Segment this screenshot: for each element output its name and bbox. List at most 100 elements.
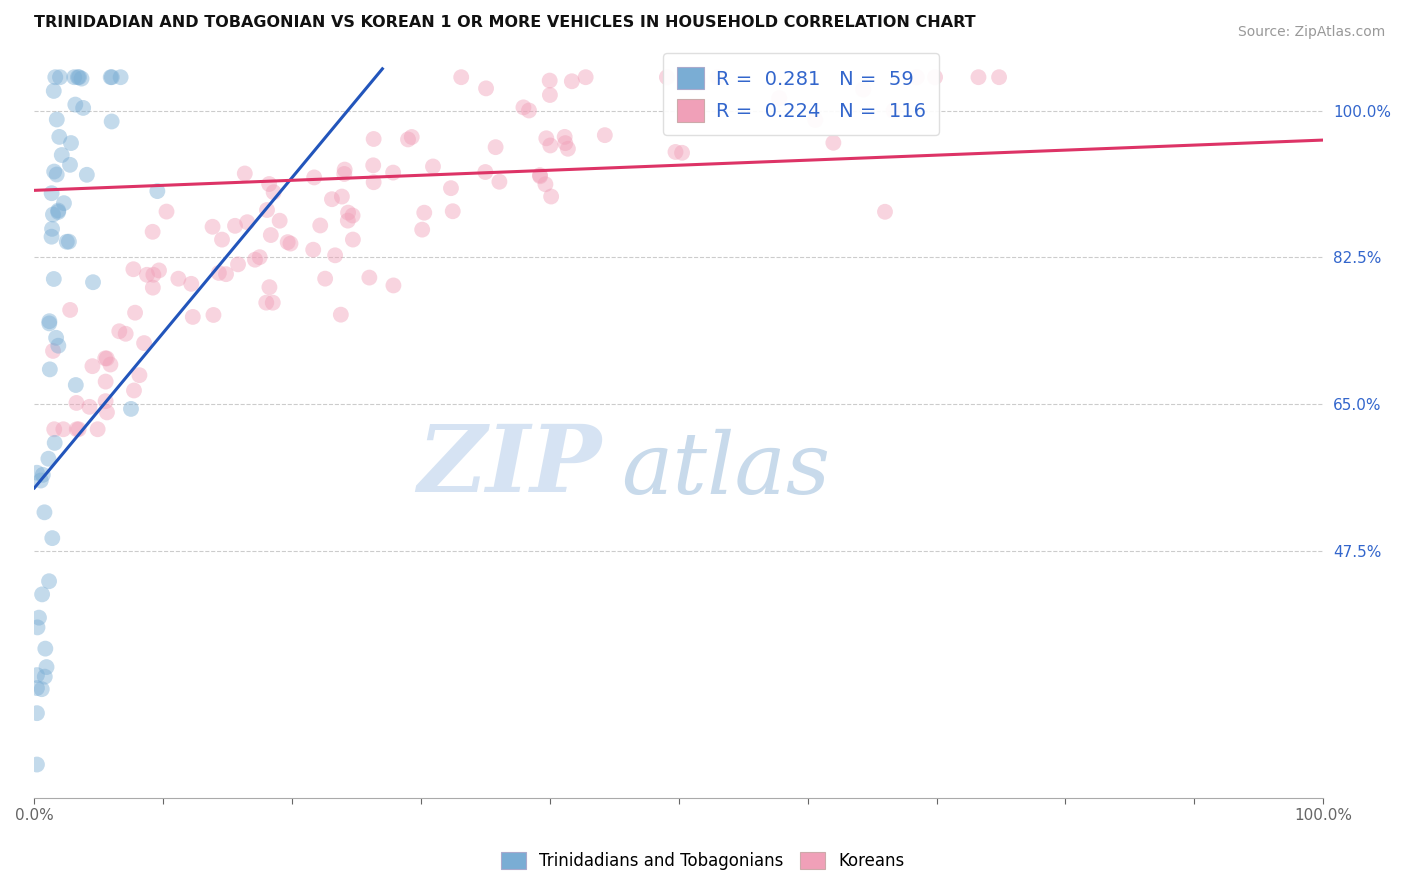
Point (45, 112, 67, 127)
Point (142, 268, 165, 282)
Point (42, 343, 65, 358)
Point (314, 271, 336, 285)
Point (529, 168, 551, 182)
Point (31, 467, 53, 482)
Point (45, 168, 67, 182)
Point (593, 128, 616, 143)
Point (259, 280, 281, 294)
Point (101, 70, 124, 85)
Point (59, 302, 82, 317)
Point (441, 204, 464, 219)
Point (263, 185, 285, 199)
Point (329, 308, 352, 322)
Point (538, 73, 561, 87)
Point (25, 706, 48, 721)
Point (122, 262, 145, 277)
Point (181, 310, 204, 324)
Point (100, 358, 122, 372)
Point (342, 233, 364, 247)
Point (529, 169, 551, 184)
Point (56, 235, 79, 249)
Point (517, 103, 540, 118)
Point (924, 70, 946, 85)
Point (58, 235, 80, 249)
Point (72, 101, 94, 115)
Point (114, 326, 136, 341)
Point (361, 158, 384, 172)
Point (202, 308, 225, 322)
Point (82, 359, 104, 374)
Point (215, 267, 238, 281)
Text: atlas: atlas (621, 428, 830, 511)
Point (686, 74, 709, 88)
Point (46, 203, 69, 218)
Point (540, 189, 562, 203)
Point (988, 70, 1011, 85)
Point (52, 422, 75, 436)
Point (260, 228, 283, 243)
Point (146, 184, 169, 198)
Point (280, 236, 302, 251)
Point (82, 275, 104, 289)
Point (277, 235, 299, 249)
Point (363, 175, 385, 189)
Point (34, 505, 56, 519)
Point (136, 268, 159, 282)
Point (70, 71, 93, 86)
Point (336, 213, 359, 227)
Point (35, 660, 58, 674)
Point (65, 396, 87, 410)
Point (309, 219, 332, 233)
Point (330, 189, 353, 203)
Point (37, 451, 59, 466)
Point (45, 331, 67, 345)
Point (67, 422, 90, 436)
Point (321, 192, 343, 206)
Point (155, 204, 177, 219)
Point (967, 70, 990, 85)
Point (31, 587, 53, 601)
Point (226, 257, 249, 271)
Point (148, 263, 170, 277)
Point (25, 466, 48, 480)
Point (474, 165, 496, 179)
Text: ZIP: ZIP (418, 421, 602, 511)
Point (333, 167, 356, 181)
Point (94, 375, 117, 389)
Point (561, 74, 583, 88)
Point (38, 317, 60, 331)
Point (79, 400, 101, 414)
Point (262, 295, 284, 310)
Point (201, 219, 224, 234)
Point (66, 70, 89, 85)
Point (120, 401, 142, 416)
Point (48, 129, 70, 144)
Point (46, 339, 69, 353)
Point (254, 295, 277, 310)
Point (110, 70, 132, 85)
Point (554, 136, 576, 150)
Point (52, 196, 75, 211)
Text: TRINIDADIAN AND TOBAGONIAN VS KOREAN 1 OR MORE VEHICLES IN HOUSEHOLD CORRELATION: TRINIDADIAN AND TOBAGONIAN VS KOREAN 1 O… (34, 15, 976, 30)
Point (122, 384, 145, 398)
Point (249, 250, 271, 264)
Point (382, 278, 405, 293)
Point (167, 271, 190, 285)
Point (236, 215, 259, 229)
Point (257, 177, 280, 191)
Point (41, 229, 63, 244)
Point (25, 668, 48, 682)
Point (905, 70, 928, 85)
Point (768, 91, 790, 105)
Point (41, 531, 63, 545)
Point (484, 140, 506, 154)
Point (671, 145, 693, 160)
Point (28, 610, 51, 624)
Point (488, 175, 510, 189)
Point (41, 222, 63, 236)
Point (142, 280, 165, 294)
Point (100, 114, 122, 128)
Point (44, 164, 66, 178)
Point (38, 314, 60, 328)
Point (44, 70, 66, 85)
